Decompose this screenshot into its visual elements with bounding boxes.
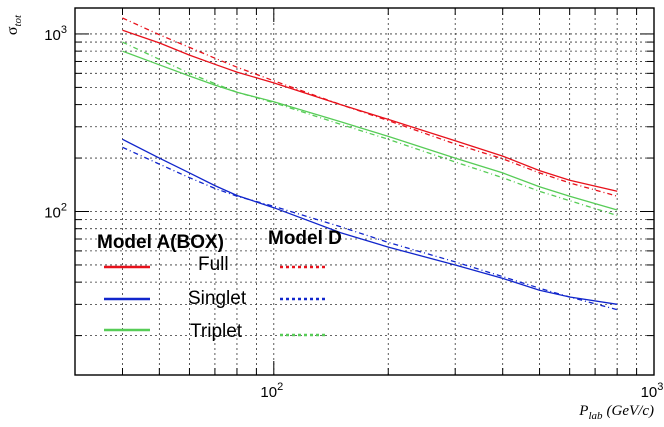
series-line-singlet-model-d <box>122 146 618 311</box>
series-line-singlet-model-a <box>122 138 618 305</box>
x-tick-label: 103 <box>641 381 664 401</box>
series-line-triplet-model-d <box>122 41 618 217</box>
x-axis-title: Plab (GeV/c) <box>578 403 654 422</box>
x-axis-title-sub: lab <box>588 410 603 422</box>
y-tick-label: 102 <box>44 202 67 222</box>
x-axis-title-main: P <box>578 403 588 419</box>
y-axis-title-sub: tot <box>12 14 24 27</box>
series-line-full-model-a <box>122 29 618 192</box>
series-line-full-model-d <box>122 17 618 197</box>
legend-label-triplet: Triplet <box>190 321 243 342</box>
y-axis-title: σtot <box>4 14 24 35</box>
x-tick-label: 102 <box>260 381 283 401</box>
legend: Model A(BOX) Model D Full Singlet Triple… <box>97 228 342 342</box>
grid <box>75 8 654 375</box>
legend-header-model-d: Model D <box>268 228 342 249</box>
plot-frame <box>74 7 655 376</box>
legend-label-full: Full <box>198 254 229 275</box>
y-axis-title-main: σ <box>4 26 21 35</box>
series-lines <box>122 17 618 311</box>
legend-label-singlet: Singlet <box>188 288 247 309</box>
y-tick-label: 103 <box>44 24 67 44</box>
x-axis-title-unit: (GeV/c) <box>607 403 654 419</box>
axis-ticks: 102 103 102 103 <box>44 8 663 401</box>
series-line-triplet-model-a <box>122 50 618 211</box>
legend-header-model-a: Model A(BOX) <box>97 232 224 253</box>
